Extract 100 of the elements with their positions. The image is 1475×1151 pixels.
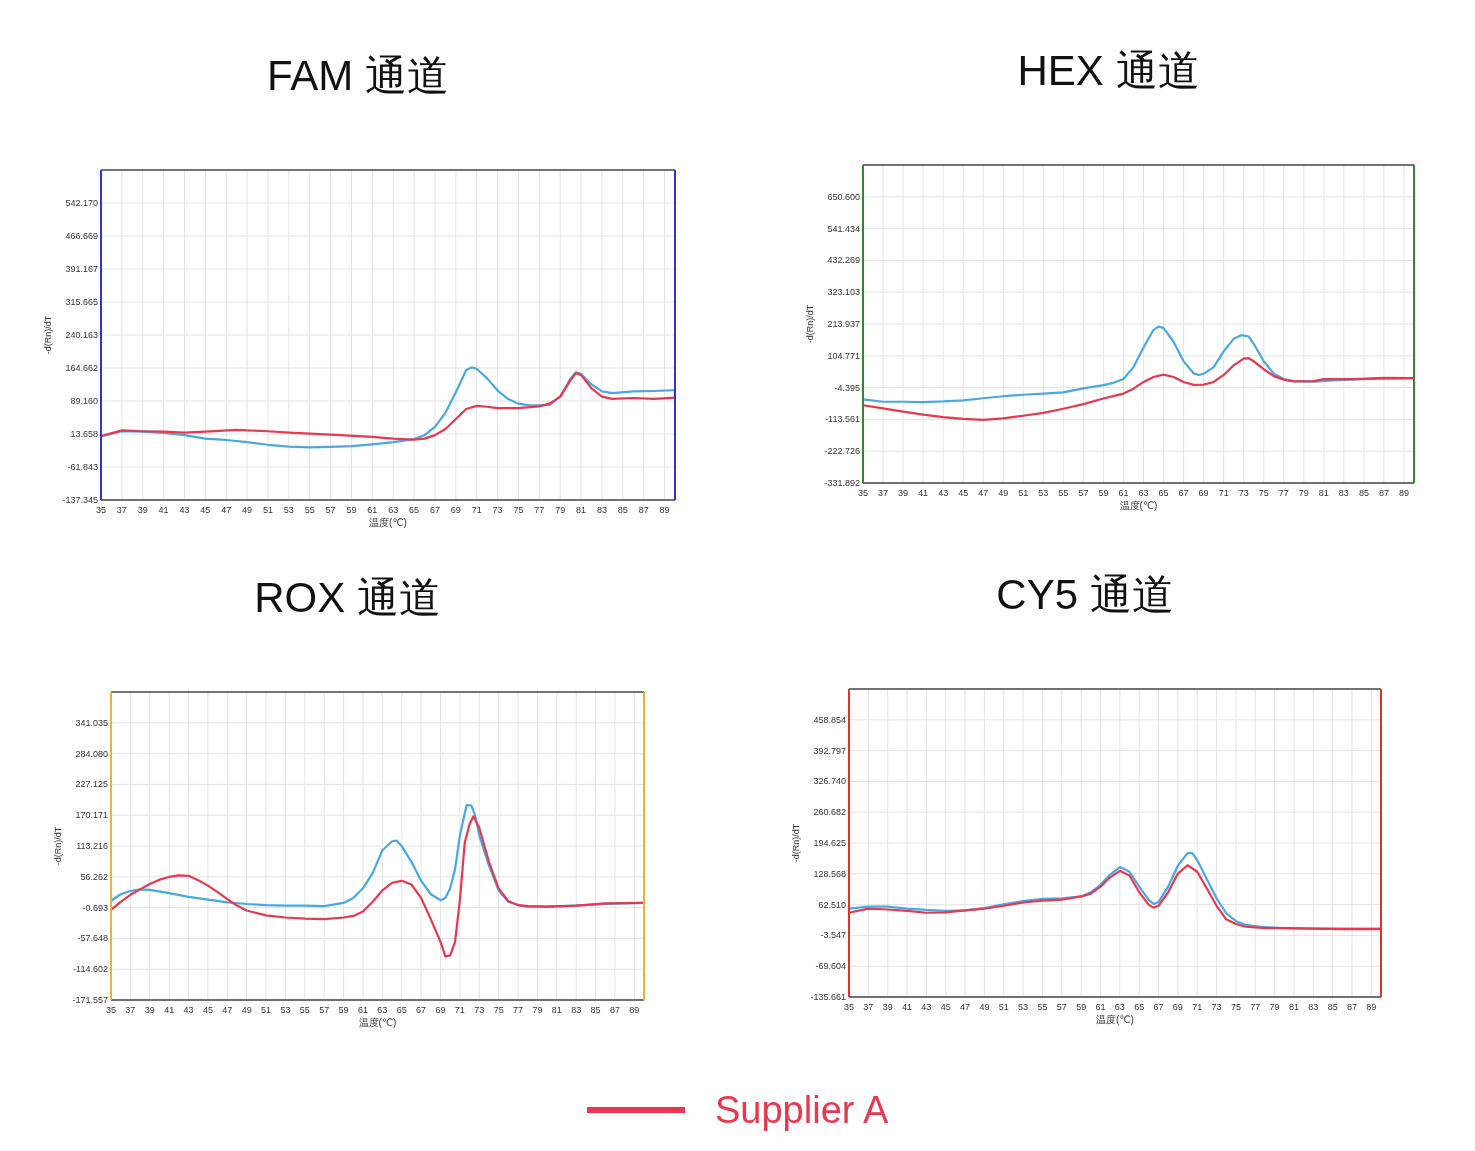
x-tick-label: 49 (241, 1005, 252, 1015)
x-tick-label: 69 (1172, 1002, 1183, 1012)
y-tick-label: 284.080 (75, 748, 108, 759)
x-tick-label: 69 (450, 505, 461, 515)
x-tick-label: 47 (221, 505, 232, 515)
x-tick-label: 39 (882, 1002, 893, 1012)
y-tick-label: 13.658 (70, 429, 98, 439)
x-tick-label: 53 (1018, 1002, 1029, 1012)
x-axis-title: 温度(℃) (1119, 500, 1158, 511)
x-tick-label: 61 (1118, 488, 1129, 498)
x-tick-label: 59 (338, 1005, 349, 1015)
x-tick-label: 79 (1298, 488, 1309, 498)
x-tick-label: 81 (1318, 488, 1329, 498)
x-tick-label: 67 (1178, 488, 1189, 498)
y-tick-label: -57.648 (77, 933, 108, 944)
x-tick-label: 41 (164, 1005, 175, 1015)
x-tick-label: 57 (325, 505, 336, 515)
x-tick-label: 51 (261, 1005, 272, 1015)
x-axis-title: 温度(℃) (369, 517, 407, 528)
x-tick-label: 55 (299, 1005, 310, 1015)
x-tick-label: 47 (978, 488, 989, 498)
y-tick-label: 542.170 (65, 198, 98, 208)
x-tick-label: 47 (222, 1005, 233, 1015)
x-tick-label: 71 (1218, 488, 1229, 498)
x-tick-label: 55 (1058, 488, 1069, 498)
y-tick-label: -137.345 (62, 495, 98, 505)
x-tick-label: 73 (1238, 488, 1249, 498)
x-tick-label: 71 (471, 505, 482, 515)
y-tick-label: -3.547 (820, 930, 846, 941)
y-tick-label: 227.125 (75, 779, 108, 790)
x-tick-label: 71 (454, 1005, 465, 1015)
x-tick-label: 43 (183, 1005, 194, 1015)
x-tick-label: 45 (940, 1002, 951, 1012)
x-tick-label: 83 (596, 505, 607, 515)
x-tick-label: 61 (367, 505, 378, 515)
x-tick-label: 37 (116, 505, 127, 515)
x-tick-label: 59 (346, 505, 357, 515)
y-tick-label: 113.216 (76, 841, 108, 851)
x-tick-label: 49 (242, 505, 253, 515)
y-tick-label: 323.103 (827, 287, 860, 298)
x-tick-label: 69 (435, 1005, 446, 1015)
y-axis-title: -d(Rn)/dT (53, 826, 63, 866)
x-tick-label: 43 (938, 488, 949, 498)
y-tick-label: 194.625 (813, 838, 846, 848)
y-tick-label: 391.167 (65, 264, 98, 274)
y-axis-title: -d(Rn)/dT (43, 315, 53, 355)
x-tick-label: 77 (1250, 1002, 1261, 1012)
y-tick-label: 170.171 (75, 810, 108, 821)
legend-label: Supplier A (715, 1089, 889, 1131)
x-tick-label: 51 (998, 1002, 1009, 1012)
x-tick-label: 39 (137, 505, 148, 515)
x-tick-label: 55 (304, 505, 315, 515)
y-tick-label: 128.568 (813, 868, 846, 879)
x-tick-label: 89 (629, 1005, 640, 1015)
x-tick-label: 63 (1114, 1002, 1125, 1012)
x-tick-label: 69 (1198, 488, 1209, 498)
x-tick-label: 49 (998, 488, 1009, 498)
y-tick-label: 104.771 (827, 350, 860, 361)
x-tick-label: 47 (960, 1002, 971, 1012)
x-tick-label: 37 (125, 1005, 136, 1015)
chart-title: HEX 通道 (1017, 47, 1200, 94)
x-tick-label: 57 (319, 1005, 330, 1015)
x-tick-label: 41 (158, 505, 169, 515)
x-tick-label: 87 (638, 505, 649, 515)
x-tick-label: 79 (532, 1005, 543, 1015)
y-tick-label: 213.937 (827, 319, 860, 329)
x-axis-title: 温度(℃) (1096, 1014, 1134, 1025)
x-tick-label: 43 (921, 1002, 932, 1012)
x-tick-label: 65 (396, 1005, 407, 1015)
x-tick-label: 51 (1018, 488, 1029, 498)
y-tick-label: 315.665 (65, 297, 98, 307)
x-tick-label: 51 (262, 505, 273, 515)
y-axis-title: -d(Rn)/dT (791, 823, 801, 863)
y-tick-label: -114.602 (73, 964, 108, 975)
x-tick-label: 53 (280, 1005, 291, 1015)
x-tick-label: 41 (918, 488, 929, 498)
x-tick-label: 45 (958, 488, 969, 498)
x-tick-label: 73 (1211, 1002, 1222, 1012)
x-tick-label: 81 (576, 505, 587, 515)
line-series (847, 864, 1383, 931)
x-tick-label: 37 (863, 1002, 874, 1012)
x-tick-label: 53 (283, 505, 294, 515)
x-tick-label: 81 (551, 1005, 562, 1015)
x-tick-label: 83 (1308, 1002, 1319, 1012)
x-tick-label: 87 (609, 1005, 620, 1015)
chart-title: ROX 通道 (254, 574, 441, 621)
x-tick-label: 75 (1258, 488, 1269, 498)
x-tick-label: 87 (1378, 488, 1389, 498)
y-tick-label: -222.726 (824, 446, 860, 457)
y-tick-label: 56.262 (80, 871, 108, 882)
x-tick-label: 53 (1038, 488, 1049, 498)
x-tick-label: 67 (416, 1005, 427, 1015)
y-tick-label: 541.434 (827, 223, 860, 234)
x-tick-label: 35 (843, 1002, 855, 1012)
x-tick-label: 89 (1398, 488, 1409, 498)
line-series (861, 356, 1416, 421)
x-tick-label: 35 (105, 1005, 117, 1015)
x-tick-label: 45 (200, 505, 211, 515)
x-tick-label: 45 (202, 1005, 213, 1015)
x-tick-label: 61 (357, 1005, 368, 1015)
